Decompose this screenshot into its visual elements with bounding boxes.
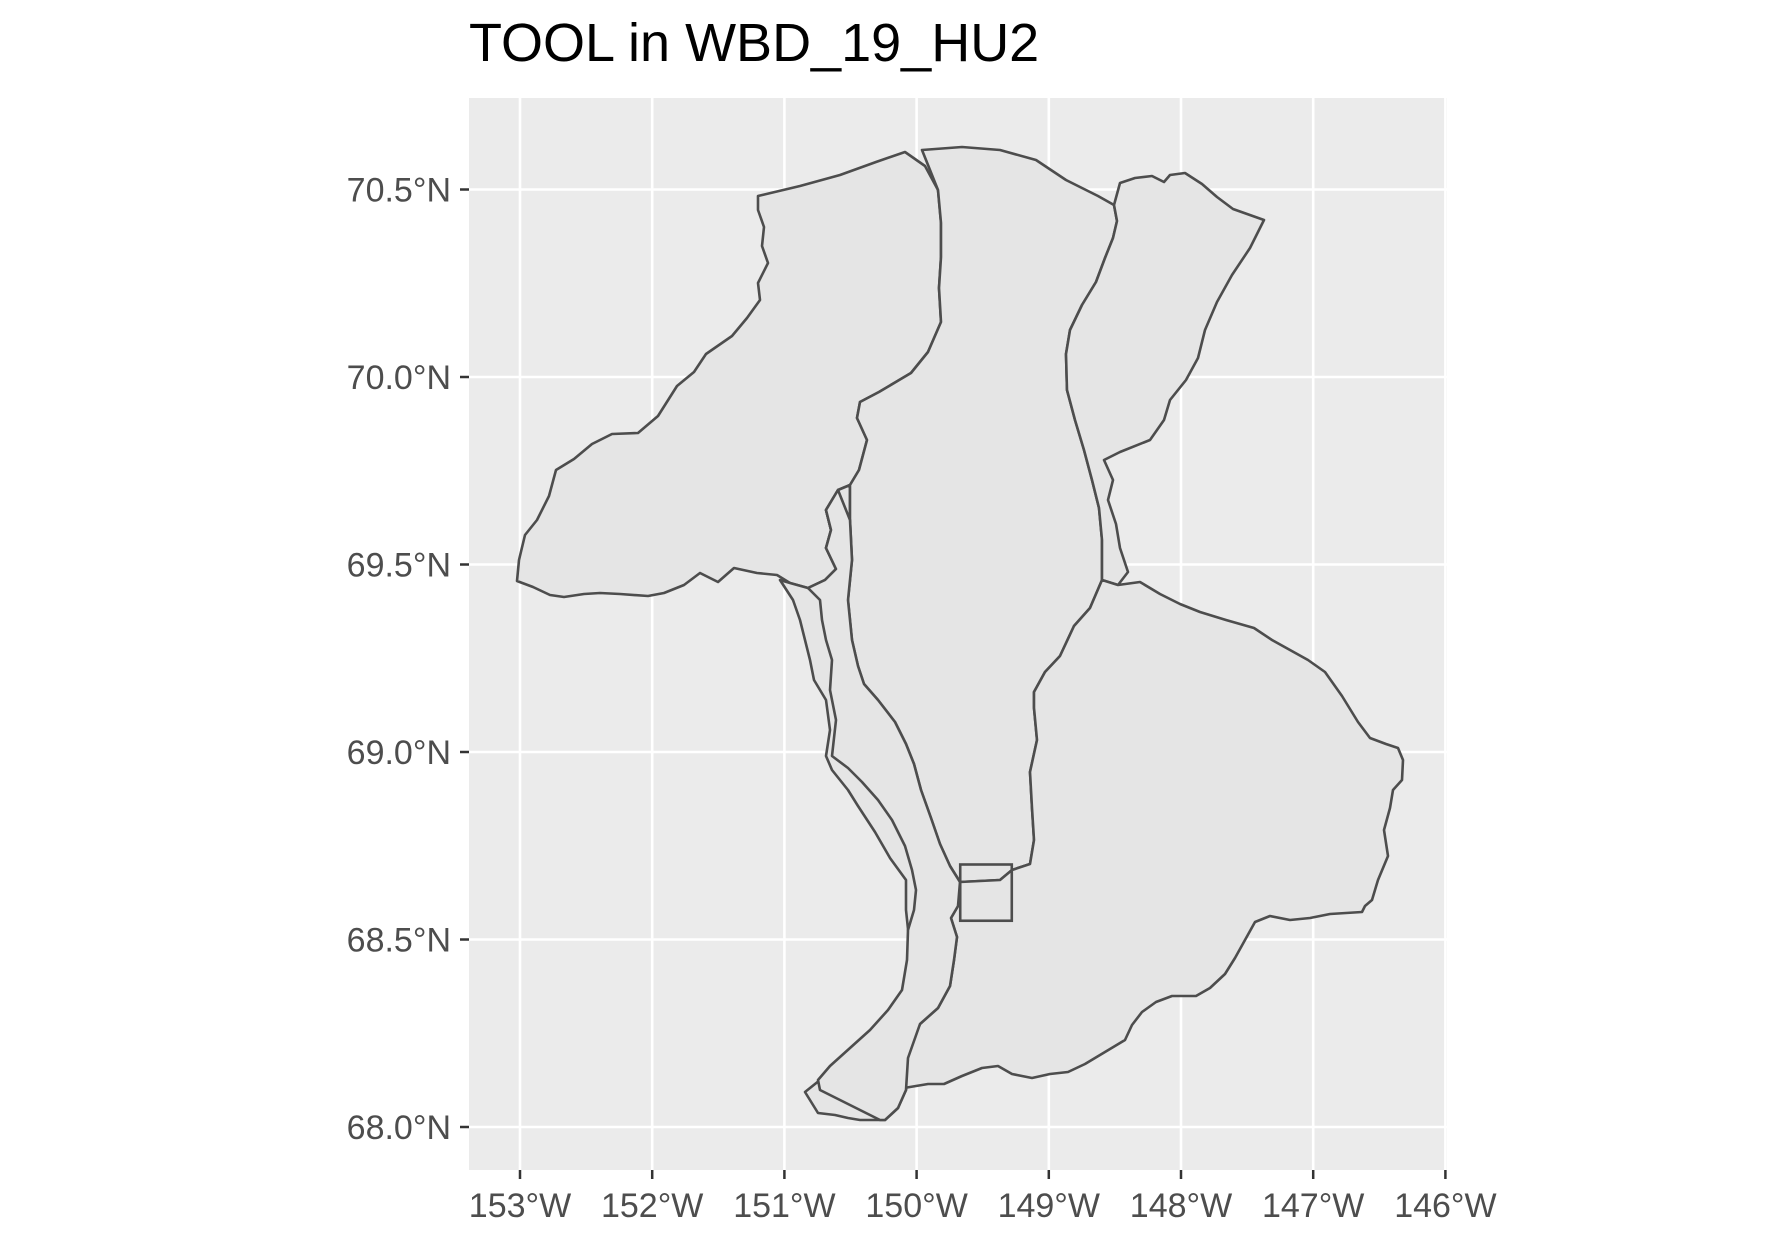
watershed-layer — [515, 145, 1405, 1122]
tick-label-x: 149°W — [998, 1187, 1100, 1225]
tick-label-y: 70.0°N — [347, 359, 451, 397]
tick-label-x: 150°W — [865, 1187, 967, 1225]
tick-label-x: 151°W — [733, 1187, 835, 1225]
tick-label-y: 70.5°N — [347, 172, 451, 210]
tick-label-y: 69.0°N — [347, 734, 451, 772]
watershed-north-east-strip — [1064, 171, 1266, 587]
tick-label-x: 153°W — [469, 1187, 571, 1225]
tick-label-y: 69.5°N — [347, 547, 451, 585]
map-title: TOOL in WBD_19_HU2 — [469, 13, 1040, 73]
tick-label-x: 148°W — [1130, 1187, 1232, 1225]
watershed-south-east-basin — [902, 578, 1405, 1090]
tick-label-x: 152°W — [601, 1187, 703, 1225]
axis-layer: 153°W 152°W 151°W 150°W 149°W 148°W 147°W 146°W… — [347, 172, 1497, 1226]
tick-label-y: 68.5°N — [347, 922, 451, 960]
tick-label-y: 68.0°N — [347, 1109, 451, 1147]
tick-label-x: 146°W — [1394, 1187, 1496, 1225]
tool-site-box — [958, 863, 1014, 923]
tick-label-x: 147°W — [1262, 1187, 1364, 1225]
